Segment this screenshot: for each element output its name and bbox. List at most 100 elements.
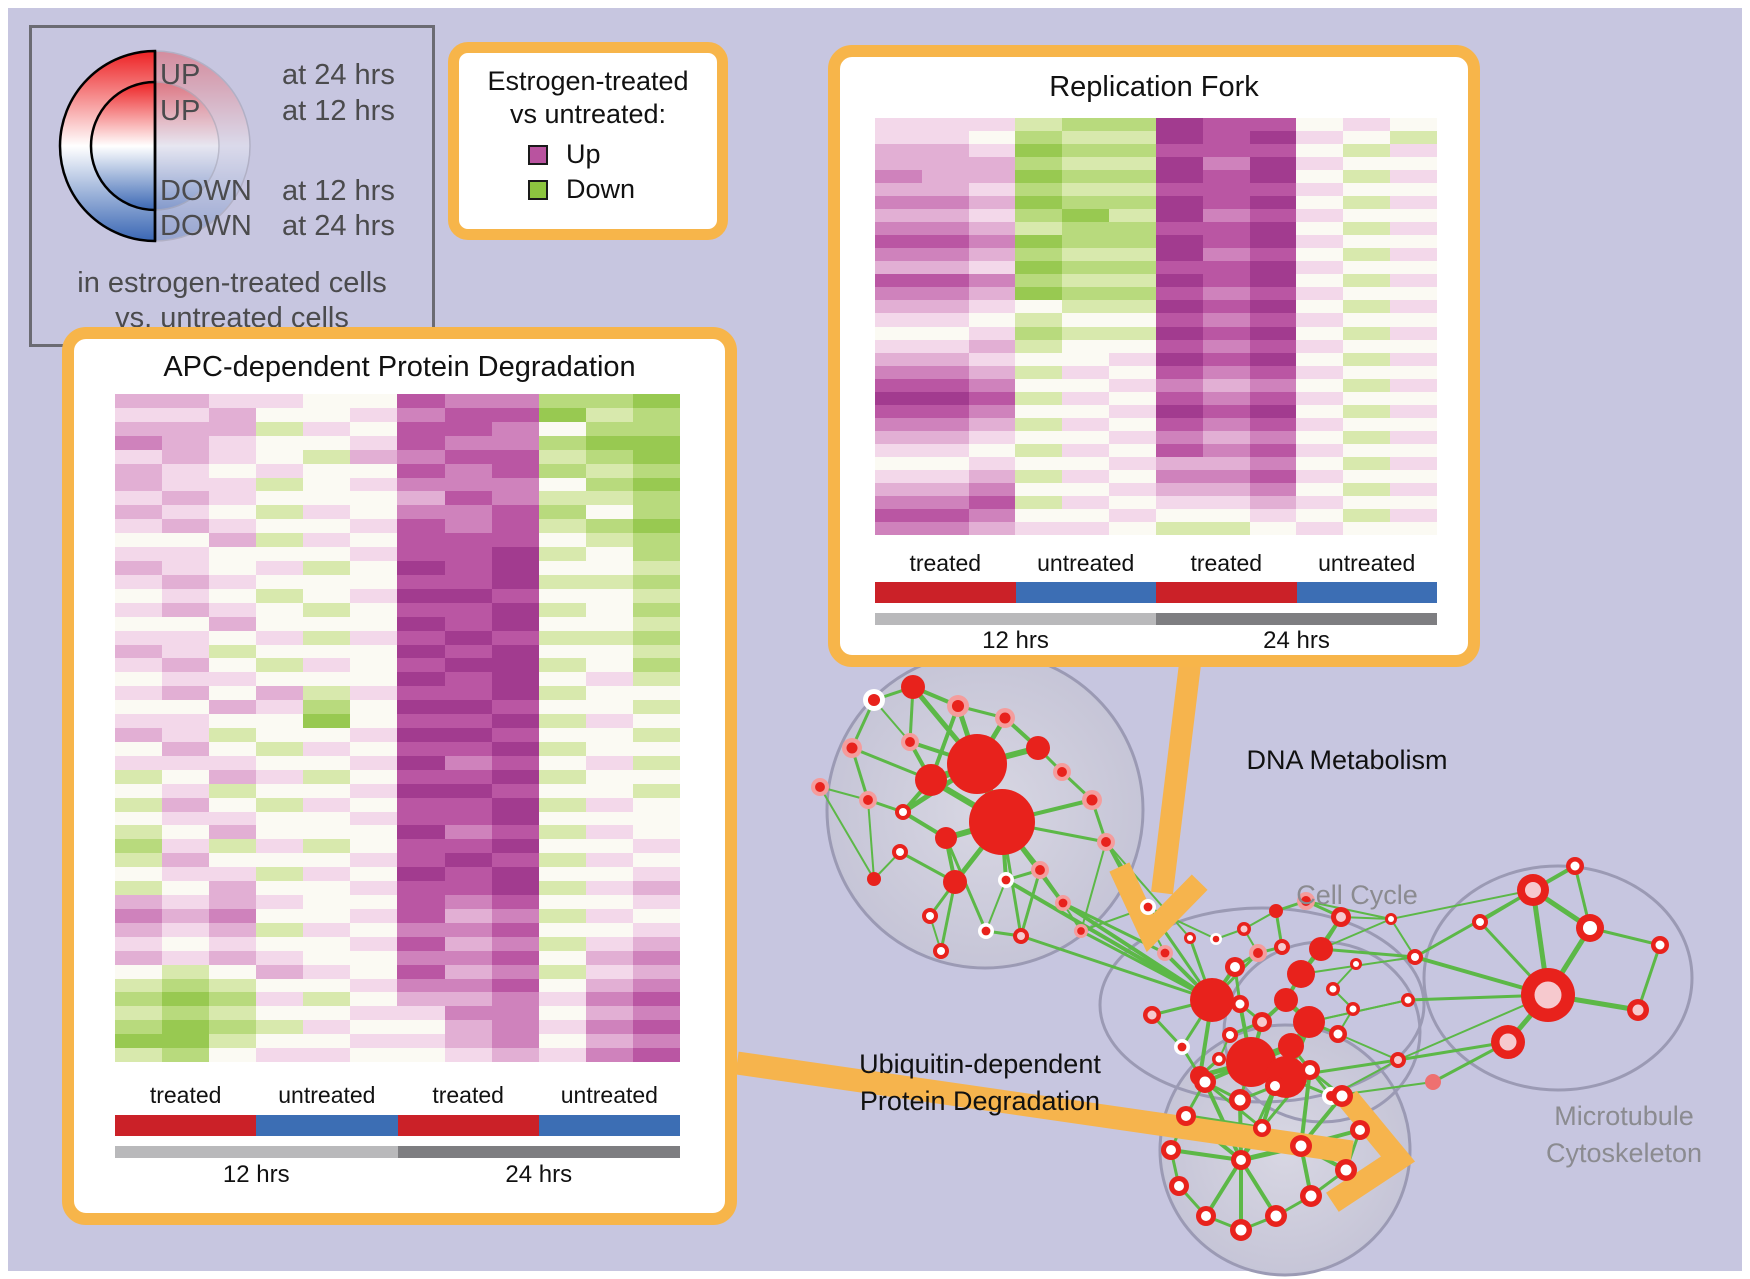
network-node — [901, 733, 919, 751]
network-node — [1265, 1076, 1285, 1096]
heatmap-cell — [1296, 313, 1344, 327]
heatmap-cell — [350, 477, 398, 492]
heatmap-cell — [162, 658, 210, 673]
heatmap-cell — [397, 1034, 445, 1049]
heatmap-cell — [256, 867, 304, 882]
heatmap-cell — [162, 435, 210, 450]
heatmap-cell — [585, 616, 633, 631]
heatmap-cell — [921, 287, 969, 301]
heatmap-cell — [115, 755, 163, 770]
heatmap-cell — [115, 867, 163, 882]
heatmap-cell — [1015, 352, 1063, 366]
heatmap-cell — [397, 714, 445, 728]
heatmap-cell — [585, 700, 633, 715]
heatmap-cell — [538, 867, 586, 882]
heatmap-cell — [209, 394, 257, 408]
heatmap-cell — [538, 602, 586, 617]
heatmap-cell — [350, 602, 398, 617]
heatmap-cell — [256, 533, 304, 548]
heatmap-cell — [921, 183, 969, 197]
heatmap-cell — [875, 469, 922, 483]
network-node — [1055, 895, 1071, 911]
condition-label: untreated — [278, 1082, 376, 1108]
heatmap-cell — [209, 477, 257, 492]
heatmap-cell — [209, 588, 257, 603]
heatmap-cell — [1249, 417, 1297, 431]
heatmap-cell — [444, 853, 492, 868]
heatmap-cell — [1249, 378, 1297, 392]
heatmap-cell — [303, 797, 351, 812]
heatmap-cell — [115, 992, 163, 1007]
heatmap-cell — [1015, 508, 1063, 522]
network-node — [1225, 957, 1245, 977]
heatmap-cell — [1015, 391, 1063, 405]
heatmap-cell — [1390, 274, 1437, 288]
heatmap-cell — [303, 1034, 351, 1049]
heatmap-cell — [585, 658, 633, 673]
heatmap-cell — [921, 144, 969, 158]
heatmap-cell — [303, 881, 351, 895]
heatmap-cell — [303, 533, 351, 548]
heatmap-cell — [632, 672, 680, 687]
heatmap-cell — [921, 469, 969, 483]
condition-bar — [115, 1115, 257, 1136]
heatmap-cell — [256, 1048, 304, 1062]
heatmap-cell — [115, 1034, 163, 1049]
heatmap-cell — [350, 616, 398, 631]
heatmap-cell — [1296, 209, 1344, 223]
heatmap-cell — [397, 658, 445, 673]
legend-time-12: at 12 hrs — [282, 95, 395, 127]
heatmap-cell — [162, 602, 210, 617]
heatmap-cell — [162, 519, 210, 534]
heatmap-cell — [209, 964, 257, 979]
network-node — [1297, 892, 1315, 910]
heatmap-cell — [444, 992, 492, 1007]
heatmap-cell — [444, 769, 492, 784]
heatmap-cell — [115, 602, 163, 617]
heatmap-cell — [162, 964, 210, 979]
rf-time-labels: 12 hrs 24 hrs — [875, 627, 1437, 655]
heatmap-cell — [1390, 365, 1437, 379]
heatmap-cell — [1109, 261, 1156, 275]
heatmap-cell — [585, 435, 633, 450]
heatmap-cell — [968, 300, 1016, 314]
heatmap-cell — [162, 574, 210, 589]
network-node — [1346, 1002, 1360, 1016]
heatmap-cell — [968, 196, 1016, 210]
heatmap-cell — [1015, 157, 1063, 171]
heatmap-cell — [444, 1034, 492, 1049]
heatmap-cell — [209, 672, 257, 687]
heatmap-cell — [444, 936, 492, 951]
heatmap-cell — [1062, 157, 1110, 171]
heatmap-cell — [968, 287, 1016, 301]
apc-title: APC-dependent Protein Degradation — [163, 351, 636, 383]
heatmap-cell — [1202, 378, 1250, 392]
heatmap-cell — [632, 435, 680, 450]
heatmap-cell — [632, 755, 680, 770]
network-node — [1143, 1006, 1161, 1024]
heatmap-cell — [397, 547, 445, 561]
heatmap-cell — [303, 630, 351, 645]
heatmap-cell — [875, 248, 922, 262]
heatmap-cell — [1062, 235, 1110, 249]
heatmap-cell — [115, 477, 163, 492]
heatmap-cell — [115, 561, 163, 575]
heatmap-cell — [1155, 235, 1203, 249]
heatmap-cell — [1390, 287, 1437, 301]
apc-condition-bars — [115, 1115, 680, 1136]
heatmap-cell — [162, 547, 210, 561]
heatmap-cell — [209, 936, 257, 951]
heatmap-cell — [1390, 521, 1437, 535]
network-node — [1293, 1006, 1325, 1038]
network-node — [1651, 936, 1669, 954]
heatmap-cell — [585, 881, 633, 895]
legend-dir-down-12: DOWN — [160, 175, 252, 207]
heatmap-cell — [115, 574, 163, 589]
heatmap-cell — [491, 491, 539, 506]
heatmap-cell — [1155, 508, 1203, 522]
heatmap-cell — [585, 477, 633, 492]
heatmap-cell — [1062, 378, 1110, 392]
heatmap-cell — [162, 394, 210, 408]
network-node — [998, 872, 1014, 888]
heatmap-cell — [632, 700, 680, 715]
